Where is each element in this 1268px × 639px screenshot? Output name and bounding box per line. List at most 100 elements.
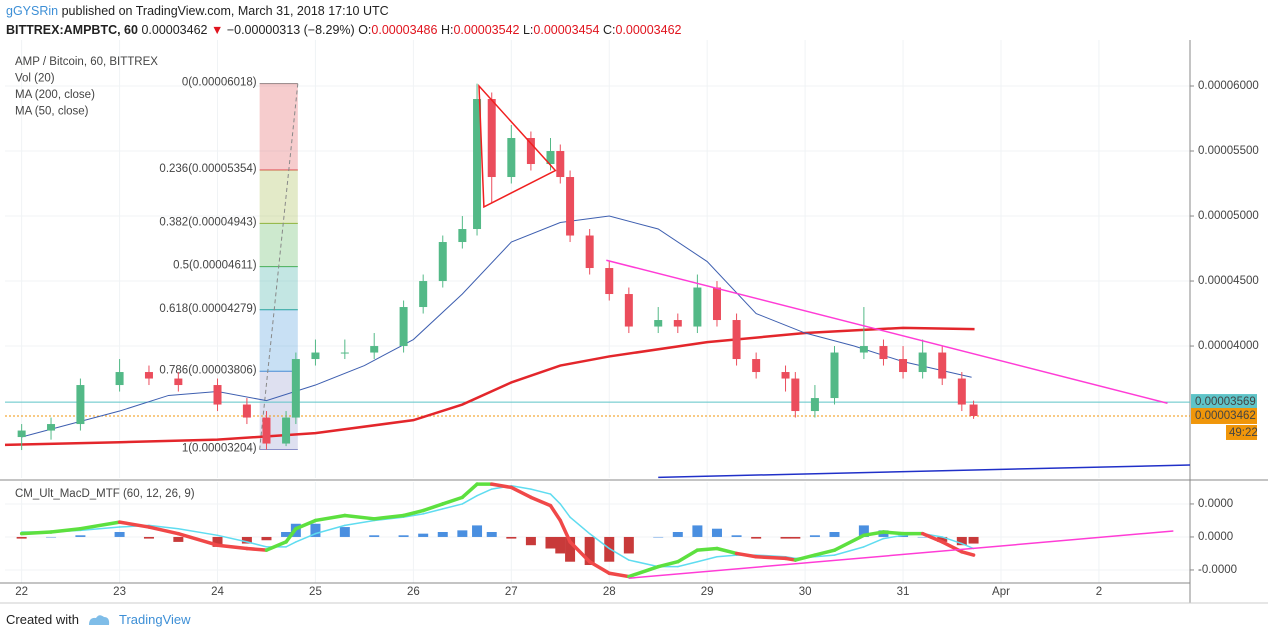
macd-line	[313, 513, 347, 523]
macd-line	[117, 520, 151, 529]
candle-body	[605, 268, 614, 295]
open: 0.00003486	[371, 23, 438, 37]
macd-line	[245, 546, 269, 552]
signal-line	[295, 532, 317, 543]
macd-line	[78, 520, 122, 531]
signal-line	[833, 546, 865, 556]
histogram-bar	[437, 532, 448, 537]
candle-body	[918, 352, 927, 373]
logo[interactable]	[87, 613, 111, 627]
candle-body	[174, 378, 183, 386]
c-label: C:	[602, 23, 616, 37]
author[interactable]: gGYSRin	[6, 4, 59, 18]
symbol: BITTREX:AMPBTC, 60	[6, 23, 138, 37]
macd-line	[695, 546, 719, 552]
trendline	[606, 259, 1168, 404]
histogram-bar	[525, 536, 536, 546]
x-tick-label: 28	[603, 586, 616, 598]
histogram-bar	[457, 530, 468, 537]
macd-line	[793, 553, 817, 562]
x-tick-label: 23	[113, 586, 126, 598]
candle-body	[47, 424, 56, 431]
macd-line	[656, 559, 680, 569]
y-tick-label: 0.0000	[1198, 498, 1233, 510]
signal-line	[344, 519, 375, 527]
histogram-bar	[418, 533, 429, 537]
signal-line	[569, 516, 591, 535]
indicator-title: CM_Ult_MacD_MTF (60, 12, 26, 9)	[15, 488, 195, 500]
histogram-bar	[623, 536, 634, 554]
fib-label: 1(0.00003204)	[182, 443, 257, 455]
macd-line	[587, 559, 612, 576]
candle-body	[673, 320, 682, 327]
x-tick-label: Apr	[992, 586, 1010, 598]
fib-band	[259, 309, 298, 372]
last: 0.00003462	[141, 23, 208, 37]
x-tick-label: 2	[1096, 586, 1102, 598]
macd-line	[734, 551, 758, 559]
candle-body	[370, 346, 379, 353]
fib-band	[259, 169, 298, 224]
histogram-bar	[672, 532, 683, 537]
candle-body	[693, 287, 702, 327]
candle-body	[624, 294, 633, 327]
signal-line	[696, 556, 718, 563]
candle-body	[957, 378, 966, 405]
histogram-bar	[310, 523, 321, 537]
legend-entry: MA (200, close)	[15, 89, 95, 101]
macd-line	[460, 482, 479, 500]
candle-body	[262, 417, 271, 444]
header: gGYSRin published on TradingView.com, Ma…	[6, 2, 681, 40]
brand[interactable]: TradingView	[118, 612, 191, 627]
candle-body	[830, 352, 839, 399]
histogram-bar	[917, 536, 928, 538]
candle-body	[732, 320, 741, 360]
macd-line	[372, 513, 406, 521]
signal-line	[246, 541, 268, 548]
histogram-bar	[398, 535, 409, 537]
histogram-bar	[241, 536, 252, 544]
macd-line	[676, 548, 700, 564]
ma-line	[4, 326, 975, 447]
y-tick-label: 0.00004500	[1198, 275, 1259, 287]
price-label-bg	[1191, 394, 1257, 411]
histogram-bar	[780, 536, 791, 539]
fib-label: 0(0.00006018)	[182, 77, 257, 89]
legend-entry: AMP / Bitcoin, 60, BITTREX	[15, 56, 158, 68]
candle-body	[879, 346, 888, 360]
y-tick-label: 0.00004000	[1198, 340, 1259, 352]
signal-line	[961, 542, 975, 550]
histogram-bar	[898, 535, 909, 537]
signal-line	[442, 503, 464, 510]
candle-body	[938, 352, 947, 379]
signal-line	[559, 503, 571, 518]
signal-line	[716, 554, 738, 558]
price-label: 0.00003569	[1195, 396, 1256, 408]
candle-body	[712, 287, 721, 321]
fib-band	[259, 83, 298, 170]
signal-line	[79, 526, 121, 532]
histogram-bar	[114, 532, 125, 537]
change: −0.00000313 (−8.29%)	[226, 23, 355, 37]
candle-body	[76, 385, 85, 425]
macd-line	[49, 526, 83, 534]
histogram-bar	[212, 536, 223, 547]
macd-line	[832, 533, 866, 552]
countdown: 49:22	[1229, 427, 1258, 439]
candle-body	[473, 99, 482, 230]
histogram-bar	[731, 535, 742, 537]
histogram-bar	[692, 525, 703, 537]
macd-line	[401, 508, 425, 518]
candle-body	[810, 398, 819, 412]
macd-line	[421, 502, 445, 513]
fib-label: 0.786(0.00003806)	[159, 364, 256, 376]
macd-line	[147, 525, 181, 536]
x-tick-label: 25	[309, 586, 322, 598]
macd-line	[441, 495, 465, 506]
candle-body	[115, 372, 124, 386]
histogram-bar	[653, 536, 664, 538]
signal-line	[608, 547, 630, 561]
histogram-bar	[506, 536, 517, 539]
histogram-bar	[281, 532, 292, 537]
signal-line	[216, 534, 248, 543]
